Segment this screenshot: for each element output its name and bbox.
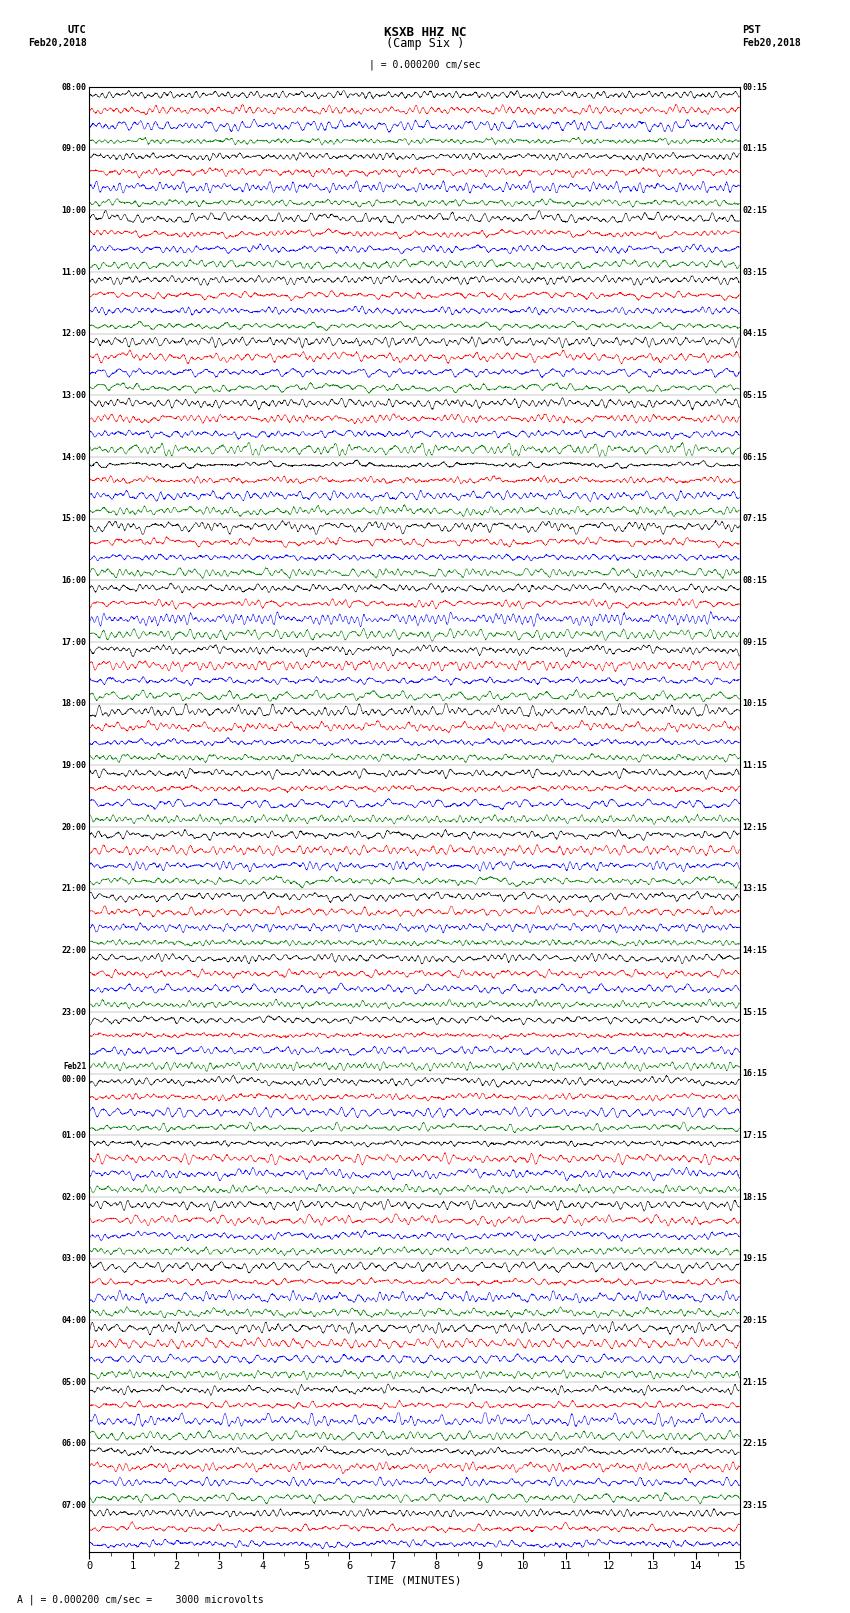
Text: 22:00: 22:00 bbox=[62, 945, 87, 955]
Text: 20:00: 20:00 bbox=[62, 823, 87, 832]
Text: 01:15: 01:15 bbox=[742, 144, 767, 153]
Text: 06:15: 06:15 bbox=[742, 453, 767, 461]
X-axis label: TIME (MINUTES): TIME (MINUTES) bbox=[367, 1576, 462, 1586]
Text: 13:15: 13:15 bbox=[742, 884, 767, 894]
Text: 13:00: 13:00 bbox=[62, 390, 87, 400]
Text: 03:15: 03:15 bbox=[742, 268, 767, 276]
Text: 21:15: 21:15 bbox=[742, 1378, 767, 1387]
Text: 23:15: 23:15 bbox=[742, 1502, 767, 1510]
Text: A | = 0.000200 cm/sec =    3000 microvolts: A | = 0.000200 cm/sec = 3000 microvolts bbox=[17, 1594, 264, 1605]
Text: 10:00: 10:00 bbox=[62, 206, 87, 215]
Text: 21:00: 21:00 bbox=[62, 884, 87, 894]
Text: 04:15: 04:15 bbox=[742, 329, 767, 339]
Text: 02:00: 02:00 bbox=[62, 1192, 87, 1202]
Text: 03:00: 03:00 bbox=[62, 1255, 87, 1263]
Text: 19:00: 19:00 bbox=[62, 761, 87, 769]
Text: 17:15: 17:15 bbox=[742, 1131, 767, 1140]
Text: 08:00: 08:00 bbox=[62, 82, 87, 92]
Text: 16:15: 16:15 bbox=[742, 1069, 767, 1077]
Text: 07:15: 07:15 bbox=[742, 515, 767, 523]
Text: 05:15: 05:15 bbox=[742, 390, 767, 400]
Text: Feb20,2018: Feb20,2018 bbox=[28, 39, 87, 48]
Text: 17:00: 17:00 bbox=[62, 637, 87, 647]
Text: 15:15: 15:15 bbox=[742, 1008, 767, 1016]
Text: Feb21: Feb21 bbox=[64, 1063, 87, 1071]
Text: 12:00: 12:00 bbox=[62, 329, 87, 339]
Text: 09:00: 09:00 bbox=[62, 144, 87, 153]
Text: | = 0.000200 cm/sec: | = 0.000200 cm/sec bbox=[369, 60, 481, 71]
Text: Feb20,2018: Feb20,2018 bbox=[742, 39, 801, 48]
Text: (Camp Six ): (Camp Six ) bbox=[386, 37, 464, 50]
Text: 00:00: 00:00 bbox=[62, 1076, 87, 1084]
Text: 20:15: 20:15 bbox=[742, 1316, 767, 1324]
Text: 10:15: 10:15 bbox=[742, 700, 767, 708]
Text: PST: PST bbox=[742, 26, 761, 35]
Text: 07:00: 07:00 bbox=[62, 1502, 87, 1510]
Text: KSXB HHZ NC: KSXB HHZ NC bbox=[383, 26, 467, 39]
Text: UTC: UTC bbox=[68, 26, 87, 35]
Text: 09:15: 09:15 bbox=[742, 637, 767, 647]
Text: 19:15: 19:15 bbox=[742, 1255, 767, 1263]
Text: 05:00: 05:00 bbox=[62, 1378, 87, 1387]
Text: 14:00: 14:00 bbox=[62, 453, 87, 461]
Text: 18:15: 18:15 bbox=[742, 1192, 767, 1202]
Text: 11:00: 11:00 bbox=[62, 268, 87, 276]
Text: 16:00: 16:00 bbox=[62, 576, 87, 586]
Text: 04:00: 04:00 bbox=[62, 1316, 87, 1324]
Text: 08:15: 08:15 bbox=[742, 576, 767, 586]
Text: 23:00: 23:00 bbox=[62, 1008, 87, 1016]
Text: 02:15: 02:15 bbox=[742, 206, 767, 215]
Text: 14:15: 14:15 bbox=[742, 945, 767, 955]
Text: 01:00: 01:00 bbox=[62, 1131, 87, 1140]
Text: 18:00: 18:00 bbox=[62, 700, 87, 708]
Text: 06:00: 06:00 bbox=[62, 1439, 87, 1448]
Text: 15:00: 15:00 bbox=[62, 515, 87, 523]
Text: 00:15: 00:15 bbox=[742, 82, 767, 92]
Text: 11:15: 11:15 bbox=[742, 761, 767, 769]
Text: 12:15: 12:15 bbox=[742, 823, 767, 832]
Text: 22:15: 22:15 bbox=[742, 1439, 767, 1448]
